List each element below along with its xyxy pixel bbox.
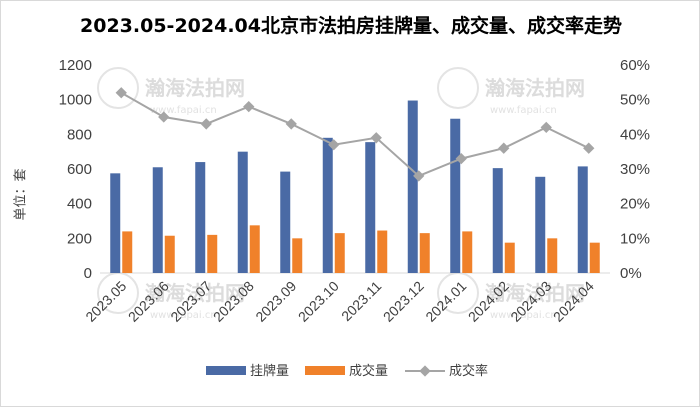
- bar-listed: [237, 151, 248, 273]
- bar-listed: [152, 167, 163, 273]
- bar-sold: [334, 233, 345, 273]
- y-tick-label: 200: [67, 230, 92, 247]
- legend-label-rate: 成交率: [449, 363, 488, 379]
- y-tick-label: 0: [84, 265, 92, 282]
- bar-sold: [164, 235, 175, 273]
- bar-listed: [195, 162, 206, 273]
- watermark-text: 瀚海法拍网: [145, 76, 245, 100]
- y2-tick-label: 40%: [620, 126, 650, 143]
- rate-point: [498, 142, 510, 154]
- rate-point: [328, 139, 340, 151]
- bar-sold: [292, 238, 303, 273]
- watermark-text: 瀚海法拍网: [145, 281, 245, 305]
- bar-sold: [589, 242, 600, 273]
- y2-tick-label: 30%: [620, 161, 650, 178]
- bar-listed: [110, 173, 121, 273]
- y2-tick-label: 60%: [620, 57, 650, 74]
- series-line-rate: [120, 91, 590, 178]
- bar-sold: [377, 230, 388, 273]
- y-tick-label: 1200: [59, 57, 92, 74]
- y-tick-label: 400: [67, 196, 92, 213]
- legend-marker-rate: [419, 365, 431, 377]
- y2-tick-label: 20%: [620, 196, 650, 213]
- legend-label-sold: 成交量: [349, 363, 388, 379]
- y-tick-label: 800: [67, 126, 92, 143]
- x-tick-label: 2023.12: [380, 278, 427, 325]
- chart-title: 2023.05-2024.04北京市法拍房挂牌量、成交量、成交率走势: [80, 15, 622, 37]
- y2-tick-label: 10%: [620, 230, 650, 247]
- bar-listed: [322, 137, 333, 273]
- x-tick-label: 2023.11: [338, 278, 385, 325]
- watermark-text: 瀚海法拍网: [485, 76, 585, 100]
- watermark-url: www.fapai.cn: [150, 105, 217, 116]
- legend-label-listed: 挂牌量: [250, 363, 289, 379]
- x-tick-label: 2023.10: [295, 278, 342, 325]
- bar-sold: [504, 242, 515, 273]
- rate-point: [115, 87, 127, 99]
- x-tick-label: 2023.09: [252, 278, 299, 325]
- x-tick-label: 2024.01: [422, 278, 469, 325]
- bar-sold: [207, 234, 218, 273]
- rate-point: [370, 132, 382, 144]
- bar-sold: [462, 231, 473, 273]
- watermark-url: www.fapai.cn: [490, 105, 557, 116]
- rate-point: [243, 100, 255, 113]
- legend-swatch-sold: [305, 366, 345, 375]
- bar-listed: [535, 176, 546, 273]
- rate-point: [455, 152, 467, 165]
- y2-tick-label: 50%: [620, 92, 650, 109]
- rate-point: [413, 170, 425, 182]
- watermark-url: www.fapai.cn: [490, 310, 557, 321]
- watermark-url: www.fapai.cn: [150, 310, 217, 321]
- bar-listed: [492, 168, 503, 273]
- watermark-seal-icon: [97, 67, 139, 109]
- bar-listed: [577, 166, 588, 273]
- bar-listed: [407, 100, 418, 274]
- bar-sold: [122, 231, 133, 273]
- rate-point: [540, 121, 552, 134]
- bar-sold: [547, 238, 558, 273]
- rate-point: [583, 142, 595, 154]
- legend-swatch-listed: [206, 366, 246, 375]
- watermark-seal-icon: [437, 67, 479, 109]
- bar-listed: [280, 171, 291, 273]
- y-tick-label: 1000: [59, 92, 92, 109]
- x-tick-label: 2023.05: [82, 278, 129, 325]
- bar-sold: [249, 225, 260, 273]
- bar-sold: [419, 233, 430, 273]
- y-tick-label: 600: [67, 161, 92, 178]
- rate-point: [200, 118, 212, 130]
- bar-listed: [450, 118, 461, 273]
- watermark-text: 瀚海法拍网: [485, 281, 585, 305]
- bar-listed: [365, 142, 376, 273]
- y2-tick-label: 0%: [620, 265, 642, 282]
- rate-point: [285, 118, 297, 130]
